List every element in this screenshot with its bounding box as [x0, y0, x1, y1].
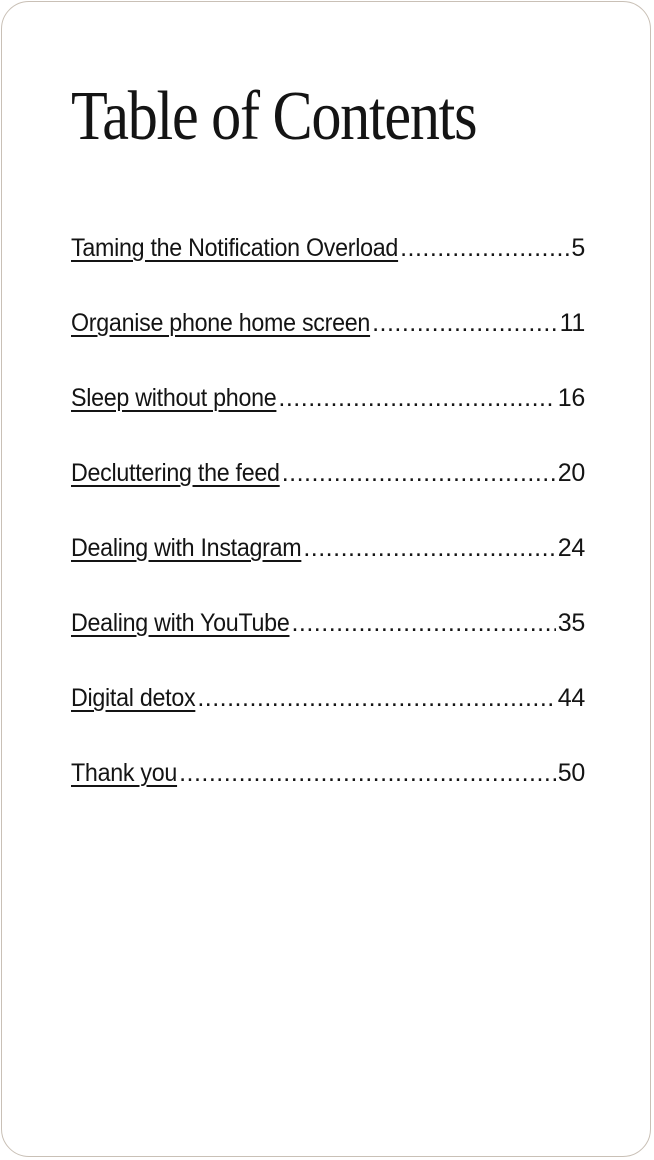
- toc-entry: Taming the Notification Overload 5: [71, 230, 585, 305]
- dot-leader: [179, 755, 556, 791]
- toc-list: Taming the Notification Overload 5 Organ…: [71, 230, 585, 830]
- toc-entry: Dealing with YouTube 35: [71, 605, 585, 680]
- page-number: 5: [571, 234, 585, 262]
- toc-link-dealing-instagram[interactable]: Dealing with Instagram: [71, 534, 302, 562]
- toc-link-taming-notifications[interactable]: Taming the Notification Overload: [71, 234, 399, 262]
- page-number: 11: [559, 309, 586, 337]
- dot-leader: [197, 680, 555, 716]
- toc-entry: Thank you 50: [71, 755, 585, 830]
- toc-entry: Organise phone home screen 11: [71, 305, 585, 380]
- dot-leader: [282, 455, 556, 491]
- page-number: 35: [557, 609, 586, 637]
- page-number: 44: [557, 684, 586, 712]
- dot-leader: [400, 230, 569, 266]
- toc-link-organise-home-screen[interactable]: Organise phone home screen: [71, 309, 371, 337]
- dot-leader: [291, 605, 555, 641]
- toc-entry: Sleep without phone 16: [71, 380, 585, 455]
- page-number: 20: [557, 459, 586, 487]
- toc-link-digital-detox[interactable]: Digital detox: [71, 684, 196, 712]
- page-number: 24: [557, 534, 586, 562]
- dot-leader: [372, 305, 558, 341]
- toc-link-dealing-youtube[interactable]: Dealing with YouTube: [71, 609, 290, 637]
- toc-link-decluttering-feed[interactable]: Decluttering the feed: [71, 459, 280, 487]
- page-number: 50: [557, 759, 586, 787]
- toc-entry: Digital detox 44: [71, 680, 585, 755]
- toc-entry: Decluttering the feed 20: [71, 455, 585, 530]
- page-title: Table of Contents: [71, 78, 477, 155]
- page-number: 16: [557, 384, 586, 412]
- dot-leader: [278, 380, 555, 416]
- toc-entry: Dealing with Instagram 24: [71, 530, 585, 605]
- dot-leader: [303, 530, 555, 566]
- toc-link-sleep-without-phone[interactable]: Sleep without phone: [71, 384, 277, 412]
- toc-link-thank-you[interactable]: Thank you: [71, 759, 178, 787]
